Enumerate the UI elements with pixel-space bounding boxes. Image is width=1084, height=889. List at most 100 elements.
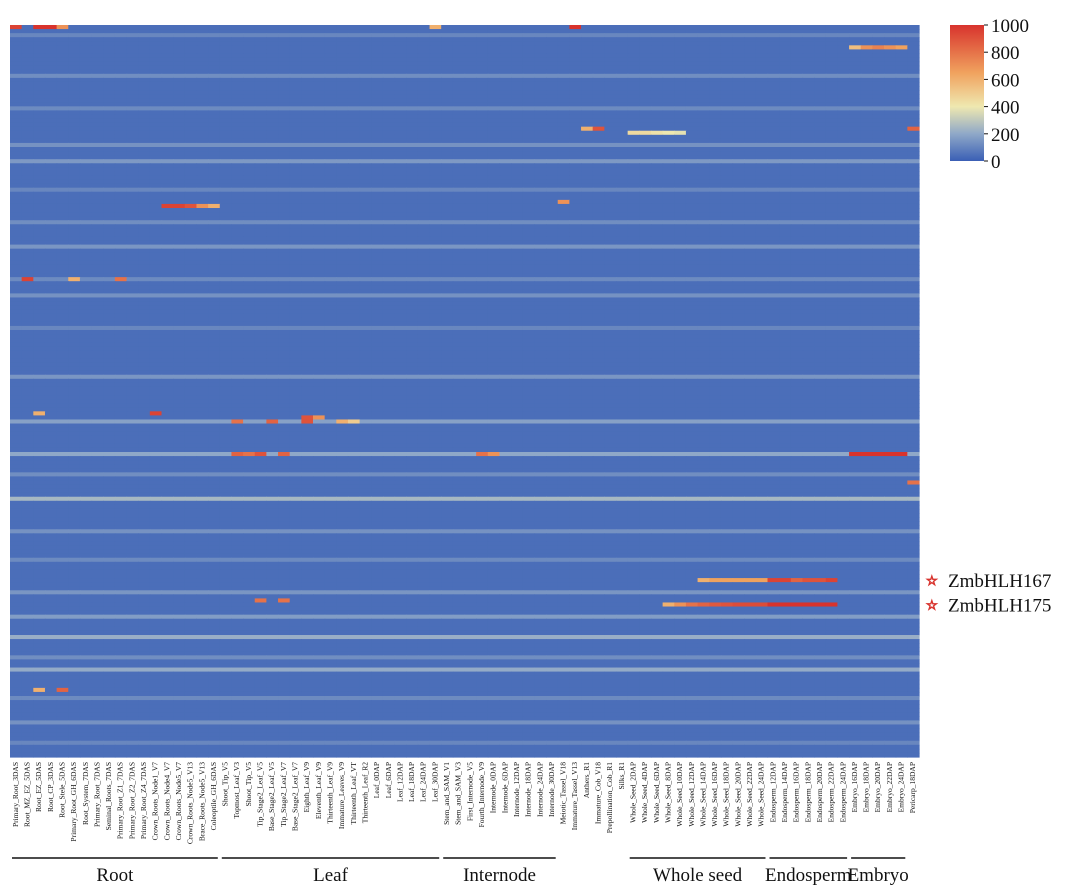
heatmap-cell: [650, 142, 664, 148]
heatmap-cell: [790, 281, 804, 286]
heatmap-cell: [709, 77, 722, 83]
heatmap-cell: [697, 69, 710, 75]
heatmap-cell: [184, 69, 198, 75]
heatmap-cell: [685, 244, 699, 250]
heatmap-cell: [884, 41, 897, 46]
heatmap-cell: [33, 118, 46, 124]
heatmap-cell: [68, 248, 81, 254]
heatmap-cell: [720, 37, 734, 42]
heatmap-cell: [394, 260, 407, 266]
heatmap-cell: [301, 102, 314, 107]
heatmap-cell: [91, 49, 104, 55]
heatmap-cell: [429, 147, 442, 152]
heatmap-cell: [173, 126, 186, 132]
heatmap-cell: [347, 159, 361, 164]
heatmap-cell: [849, 77, 862, 83]
heatmap-cell: [254, 236, 267, 242]
heatmap-cell: [56, 98, 69, 103]
heatmap-cell: [313, 224, 326, 229]
heatmap-cell: [487, 126, 501, 132]
heatmap-cell: [546, 29, 559, 34]
heatmap-cell: [173, 179, 186, 185]
heatmap-cell: [732, 142, 745, 148]
heatmap-cell: [138, 203, 151, 209]
heatmap-cell: [417, 37, 431, 42]
heatmap-cell: [313, 155, 326, 160]
heatmap-cell: [208, 114, 221, 120]
heatmap-cell: [184, 212, 198, 217]
heatmap-cell: [406, 134, 419, 140]
heatmap-cell: [674, 106, 687, 111]
heatmap-cell: [744, 163, 757, 168]
heatmap-cell: [149, 29, 163, 34]
heatmap-cell: [720, 248, 734, 254]
heatmap-cell: [627, 102, 640, 107]
heatmap-cell: [347, 126, 361, 132]
heatmap-cell: [347, 57, 361, 63]
heatmap-cell: [790, 122, 804, 128]
heatmap-cell: [639, 130, 652, 136]
heatmap-cell: [10, 175, 23, 181]
heatmap-cell: [79, 41, 93, 46]
heatmap-cell: [511, 167, 524, 172]
heatmap-cell: [196, 179, 209, 185]
heatmap-cell: [895, 147, 908, 152]
heatmap-cell: [33, 240, 46, 246]
heatmap-cell: [464, 98, 477, 103]
heatmap-cell: [196, 199, 209, 205]
heatmap-cell: [592, 29, 605, 34]
heatmap-cell: [604, 175, 617, 181]
heatmap-cell: [697, 208, 710, 213]
heatmap-cell: [452, 94, 466, 99]
heatmap-cell: [266, 183, 279, 189]
heatmap-cell: [464, 216, 477, 221]
heatmap-cell: [557, 281, 570, 286]
heatmap-cell: [79, 151, 93, 156]
heatmap-cell: [779, 167, 792, 172]
heatmap-cell: [289, 142, 302, 148]
heatmap-cell: [173, 155, 186, 160]
heatmap-cell: [56, 77, 69, 83]
heatmap-cell: [114, 175, 128, 181]
heatmap-cell: [639, 163, 652, 168]
heatmap-cell: [592, 212, 605, 217]
heatmap-cell: [336, 138, 349, 144]
heatmap-cell: [56, 183, 69, 189]
heatmap-cell: [487, 49, 501, 55]
heatmap-cell: [546, 269, 559, 274]
heatmap-cell: [208, 155, 221, 160]
heatmap-cell: [452, 208, 466, 213]
heatmap-cell: [837, 118, 850, 124]
heatmap-cell: [476, 159, 489, 164]
heatmap-cell: [616, 171, 629, 177]
heatmap-cell: [825, 81, 839, 87]
heatmap-cell: [173, 37, 186, 42]
heatmap-cell: [732, 41, 745, 46]
heatmap-cell: [254, 228, 267, 233]
heatmap-cell: [616, 212, 629, 217]
heatmap-cell: [91, 208, 104, 213]
heatmap-cell: [382, 138, 396, 144]
heatmap-cell: [849, 220, 862, 225]
heatmap-cell: [697, 147, 710, 152]
heatmap-cell: [126, 228, 139, 233]
heatmap-cell: [336, 151, 349, 156]
heatmap-cell: [21, 187, 34, 193]
heatmap-cell: [406, 118, 419, 124]
heatmap-cell: [429, 94, 442, 99]
heatmap-cell: [417, 73, 431, 79]
heatmap-cell: [487, 232, 501, 238]
heatmap-cell: [767, 195, 780, 201]
heatmap-cell: [487, 208, 501, 213]
heatmap-cell: [616, 41, 629, 46]
heatmap-cell: [616, 86, 629, 91]
heatmap-cell: [825, 134, 839, 140]
heatmap-cell: [452, 273, 466, 278]
heatmap-cell: [860, 81, 873, 87]
heatmap-cell: [33, 269, 46, 274]
heatmap-cell: [557, 45, 570, 50]
heatmap-cell: [627, 90, 640, 95]
heatmap-cell: [464, 33, 477, 38]
heatmap-cell: [697, 224, 710, 229]
heatmap-cell: [557, 138, 570, 144]
